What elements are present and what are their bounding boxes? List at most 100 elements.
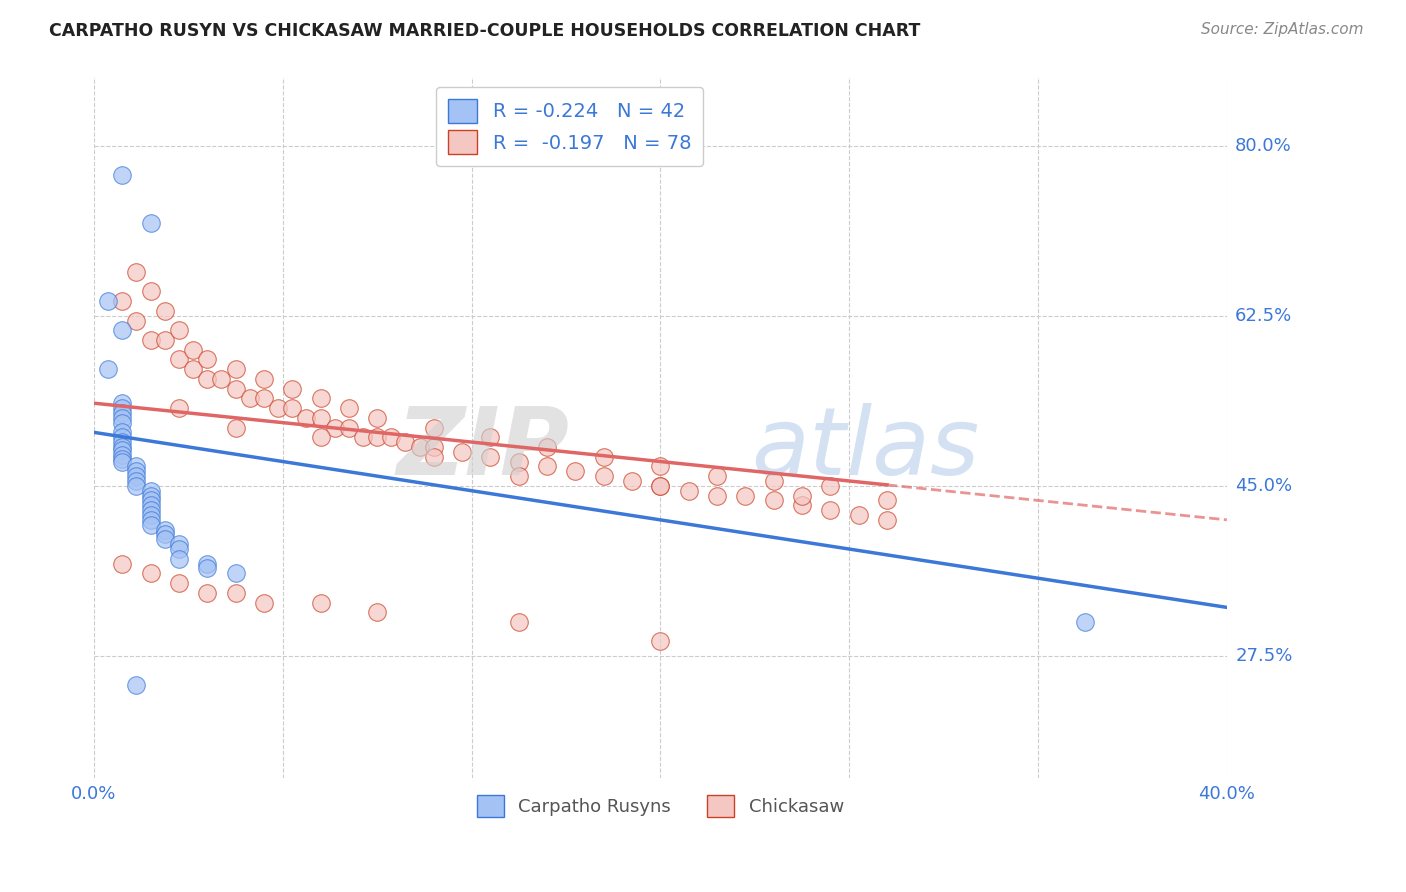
Point [790, 489, 813, 503]
Point [111, 396, 134, 410]
Point [423, 450, 446, 464]
Point [139, 216, 162, 230]
Point [195, 557, 218, 571]
Point [621, 474, 644, 488]
Point [323, 420, 346, 434]
Point [139, 517, 162, 532]
Point [423, 420, 446, 434]
Point [111, 406, 134, 420]
Point [508, 469, 530, 483]
Point [820, 503, 842, 517]
Point [195, 352, 218, 367]
Legend: Carpatho Rusyns, Chickasaw: Carpatho Rusyns, Chickasaw [470, 788, 851, 824]
Point [195, 561, 218, 575]
Text: 45.0%: 45.0% [1236, 477, 1292, 495]
Point [508, 454, 530, 468]
Point [592, 469, 614, 483]
Point [167, 323, 190, 337]
Point [181, 362, 204, 376]
Point [111, 416, 134, 430]
Point [508, 615, 530, 629]
Point [352, 430, 374, 444]
Point [125, 464, 148, 478]
Point [111, 557, 134, 571]
Point [167, 576, 190, 591]
Point [111, 410, 134, 425]
Point [309, 410, 332, 425]
Point [366, 410, 388, 425]
Point [253, 595, 276, 609]
Point [253, 372, 276, 386]
Point [153, 333, 176, 347]
Point [111, 454, 134, 468]
Point [167, 537, 190, 551]
Point [225, 382, 247, 396]
Point [111, 401, 134, 415]
Point [650, 479, 672, 493]
Point [309, 595, 332, 609]
Point [366, 430, 388, 444]
Point [195, 586, 218, 600]
Point [111, 451, 134, 466]
Point [153, 523, 176, 537]
Point [125, 474, 148, 488]
Point [536, 459, 558, 474]
Point [479, 430, 502, 444]
Point [139, 513, 162, 527]
Point [225, 362, 247, 376]
Point [650, 634, 672, 648]
Point [97, 362, 120, 376]
Point [337, 420, 360, 434]
Point [790, 498, 813, 512]
Point [451, 445, 474, 459]
Point [706, 489, 728, 503]
Point [876, 513, 898, 527]
Point [267, 401, 290, 415]
Point [678, 483, 700, 498]
Point [167, 542, 190, 557]
Text: 80.0%: 80.0% [1236, 136, 1292, 154]
Point [309, 430, 332, 444]
Point [762, 493, 785, 508]
Point [167, 401, 190, 415]
Point [876, 493, 898, 508]
Point [181, 343, 204, 357]
Point [167, 551, 190, 566]
Text: CARPATHO RUSYN VS CHICKASAW MARRIED-COUPLE HOUSEHOLDS CORRELATION CHART: CARPATHO RUSYN VS CHICKASAW MARRIED-COUP… [49, 22, 921, 40]
Point [650, 479, 672, 493]
Point [167, 352, 190, 367]
Text: 27.5%: 27.5% [1236, 647, 1292, 665]
Point [139, 285, 162, 299]
Point [209, 372, 232, 386]
Point [125, 313, 148, 327]
Point [139, 489, 162, 503]
Point [408, 440, 430, 454]
Point [394, 435, 416, 450]
Point [1074, 615, 1097, 629]
Point [111, 440, 134, 454]
Point [111, 294, 134, 309]
Point [153, 303, 176, 318]
Point [281, 382, 304, 396]
Point [281, 401, 304, 415]
Point [650, 459, 672, 474]
Point [139, 483, 162, 498]
Text: 62.5%: 62.5% [1236, 307, 1292, 325]
Point [139, 508, 162, 522]
Point [125, 265, 148, 279]
Point [125, 678, 148, 692]
Point [225, 586, 247, 600]
Point [125, 469, 148, 483]
Point [536, 440, 558, 454]
Text: atlas: atlas [751, 403, 980, 494]
Point [111, 435, 134, 450]
Point [139, 503, 162, 517]
Point [380, 430, 402, 444]
Point [111, 323, 134, 337]
Point [423, 440, 446, 454]
Text: ZIP: ZIP [396, 402, 569, 494]
Point [479, 450, 502, 464]
Point [564, 464, 586, 478]
Point [125, 459, 148, 474]
Point [366, 605, 388, 619]
